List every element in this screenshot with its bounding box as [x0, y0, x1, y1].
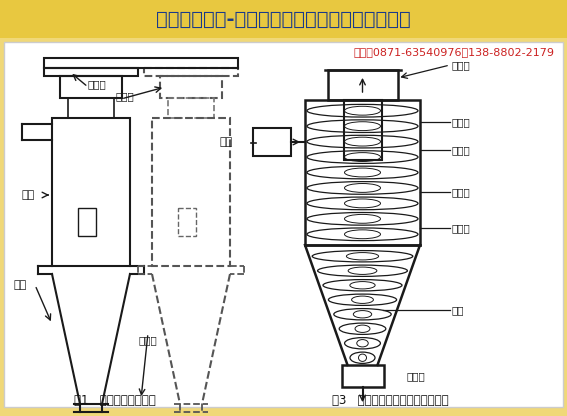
- Bar: [60, 76, 122, 98]
- Text: 内涡旋: 内涡旋: [452, 223, 471, 233]
- Text: 详询：0871-63540976、138-8802-2179: 详询：0871-63540976、138-8802-2179: [354, 47, 555, 57]
- Text: 排出管: 排出管: [452, 60, 471, 70]
- Text: 锥体: 锥体: [452, 305, 464, 315]
- Bar: [52, 118, 130, 266]
- Bar: [44, 58, 238, 68]
- Bar: [0, 0, 567, 38]
- Bar: [144, 68, 238, 76]
- Bar: [168, 98, 214, 118]
- Text: 昆明滇重矿机-旋风除尘器结构及工作原理示意图: 昆明滇重矿机-旋风除尘器结构及工作原理示意图: [155, 10, 411, 29]
- Text: 锥体: 锥体: [14, 280, 27, 290]
- Bar: [160, 76, 222, 98]
- Bar: [68, 98, 114, 118]
- Bar: [4, 42, 563, 407]
- Bar: [253, 128, 291, 156]
- Bar: [44, 68, 138, 76]
- Bar: [78, 208, 96, 236]
- Text: 进气管: 进气管: [115, 91, 134, 101]
- Text: 排灰口: 排灰口: [138, 335, 158, 345]
- Text: 外涡旋: 外涡旋: [452, 187, 471, 197]
- Text: 排气管: 排气管: [88, 79, 107, 89]
- Bar: [328, 70, 397, 100]
- Text: 储灰斗: 储灰斗: [407, 371, 425, 381]
- Text: 简体: 简体: [22, 190, 35, 200]
- Text: 图3   旋风分离器的内部流场示意图: 图3 旋风分离器的内部流场示意图: [332, 394, 448, 406]
- Text: 上涡旋: 上涡旋: [452, 117, 471, 127]
- Text: 图1   旋风分离器的结构: 图1 旋风分离器的结构: [74, 394, 156, 406]
- Text: 烟气: 烟气: [220, 137, 233, 147]
- Bar: [344, 100, 382, 160]
- Bar: [305, 100, 420, 245]
- Text: 圆柱体: 圆柱体: [452, 145, 471, 155]
- Bar: [178, 208, 196, 236]
- Bar: [341, 365, 383, 387]
- Bar: [152, 118, 230, 266]
